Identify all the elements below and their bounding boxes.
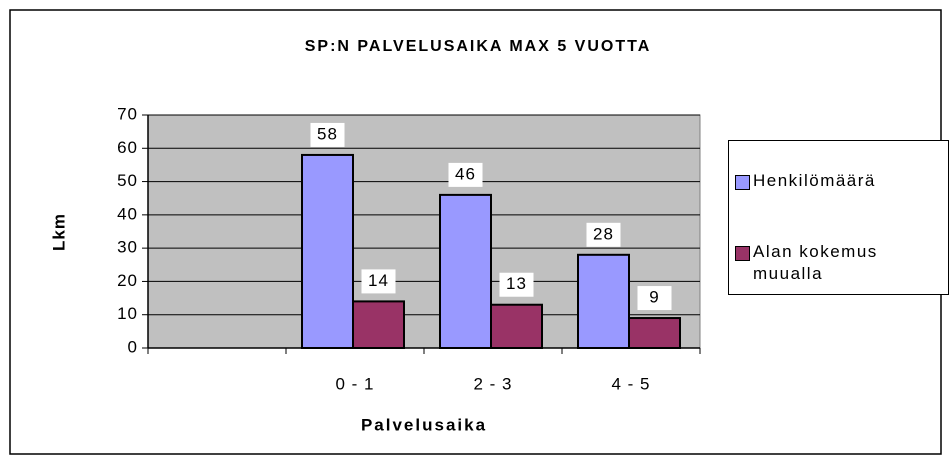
legend-swatch xyxy=(735,246,750,261)
y-tick-label: 60 xyxy=(117,138,138,157)
legend-entry: Henkilömäärä xyxy=(735,171,938,192)
data-label: 58 xyxy=(317,124,338,143)
x-axis-label: Palvelusaika xyxy=(361,415,487,434)
y-tick-label: 70 xyxy=(117,104,138,123)
legend-swatch xyxy=(735,175,750,190)
legend-entry: Alan kokemus muualla xyxy=(735,242,938,285)
data-label-bg xyxy=(310,122,345,147)
data-label: 13 xyxy=(506,274,527,293)
chart-title: SP:N PALVELUSAIKA MAX 5 VUOTTA xyxy=(305,38,652,55)
bar xyxy=(628,317,681,349)
bar xyxy=(577,253,630,349)
data-label-bg xyxy=(637,286,672,311)
data-label: 28 xyxy=(593,224,614,243)
bar xyxy=(439,193,492,349)
y-axis-label: Lkm xyxy=(49,213,68,251)
data-label: 9 xyxy=(649,288,659,307)
legend-label: Alan kokemus muualla xyxy=(753,242,878,283)
y-tick-label: 0 xyxy=(128,337,138,356)
bar xyxy=(352,300,405,349)
legend: Henkilömäärä Alan kokemus muualla xyxy=(728,140,949,295)
x-tick-label: 4 - 5 xyxy=(611,374,650,393)
bar xyxy=(301,153,354,349)
x-tick-label: 0 - 1 xyxy=(335,374,374,393)
data-label: 46 xyxy=(455,164,476,183)
legend-label: Henkilömäärä xyxy=(753,171,876,190)
y-tick-label: 50 xyxy=(117,171,138,190)
data-label-bg xyxy=(499,272,534,297)
y-tick-label: 10 xyxy=(117,304,138,323)
data-label-bg xyxy=(361,269,396,294)
data-label: 14 xyxy=(368,271,389,290)
data-label-bg xyxy=(586,222,621,247)
bar xyxy=(490,303,543,350)
data-label-bg xyxy=(448,162,483,187)
y-tick-label: 20 xyxy=(117,271,138,290)
y-tick-label: 40 xyxy=(117,204,138,223)
x-tick-label: 2 - 3 xyxy=(473,374,512,393)
y-tick-label: 30 xyxy=(117,238,138,257)
